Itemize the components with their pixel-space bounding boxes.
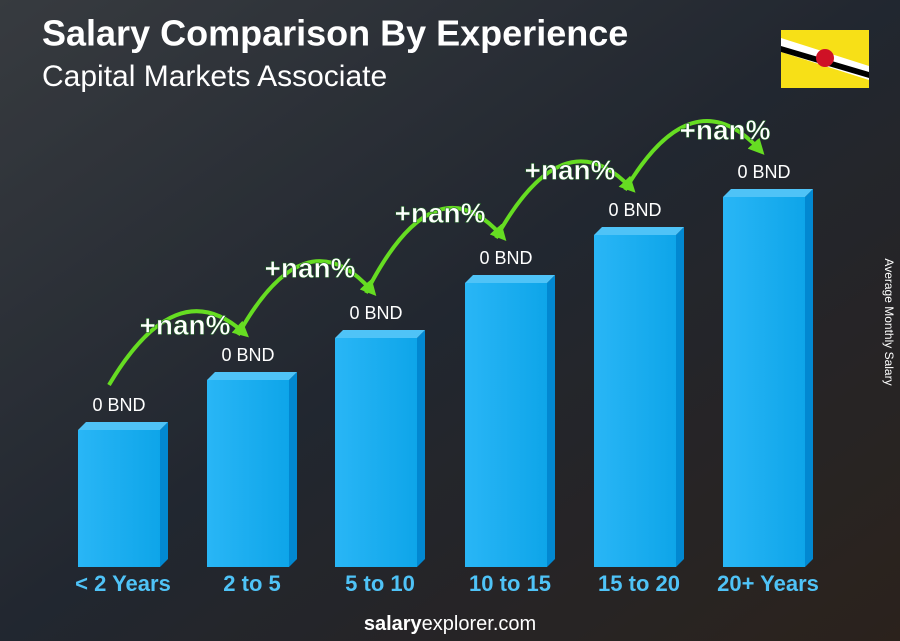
category-label: 20+ Years: [717, 571, 819, 596]
change-label: +nan%: [524, 154, 615, 185]
category-label: 10 to 15: [469, 571, 551, 596]
brand-bold: salary: [364, 613, 423, 635]
change-arrow: [623, 119, 765, 192]
brand-tld: .com: [493, 613, 536, 635]
bar-side: [289, 372, 297, 567]
change-arrow: [364, 206, 507, 294]
bar-top: [335, 330, 425, 338]
change-arrow: [236, 259, 377, 336]
value-label: 0 BND: [92, 395, 145, 415]
value-label: 0 BND: [221, 345, 274, 365]
value-label: 0 BND: [737, 162, 790, 182]
title: Salary Comparison By Experience: [42, 13, 628, 54]
bar: [207, 380, 289, 567]
bar-side: [676, 227, 684, 567]
bar-top: [207, 372, 297, 380]
change-arrow: [494, 159, 636, 239]
value-label: 0 BND: [608, 200, 661, 220]
change-arrow: [107, 309, 249, 387]
category-label: 15 to 20: [598, 571, 680, 596]
bar: [465, 283, 547, 567]
bar-side: [805, 189, 813, 567]
bar-side: [417, 330, 425, 567]
value-label: 0 BND: [349, 303, 402, 323]
y-axis-label: Average Monthly Salary: [882, 258, 896, 385]
flag: [781, 30, 869, 88]
bar-top: [78, 422, 168, 430]
bar-top: [594, 227, 684, 235]
brand-rest: explorer: [422, 613, 495, 635]
bar: [78, 430, 160, 567]
bar: [594, 235, 676, 567]
bar-side: [160, 422, 168, 567]
change-label: +nan%: [394, 197, 485, 228]
bar-side: [547, 275, 555, 567]
bar: [335, 338, 417, 567]
change-label: +nan%: [139, 309, 230, 340]
bar-top: [723, 189, 813, 197]
bar-top: [465, 275, 555, 283]
category-label: 5 to 10: [345, 571, 415, 596]
subtitle: Capital Markets Associate: [42, 60, 387, 93]
bar: [723, 197, 805, 567]
category-label: < 2 Years: [75, 571, 171, 596]
change-label: +nan%: [679, 114, 770, 145]
category-label: 2 to 5: [223, 571, 280, 596]
value-label: 0 BND: [479, 248, 532, 268]
footer-brand: salaryexplorer.com: [364, 613, 536, 635]
change-label: +nan%: [264, 252, 355, 283]
